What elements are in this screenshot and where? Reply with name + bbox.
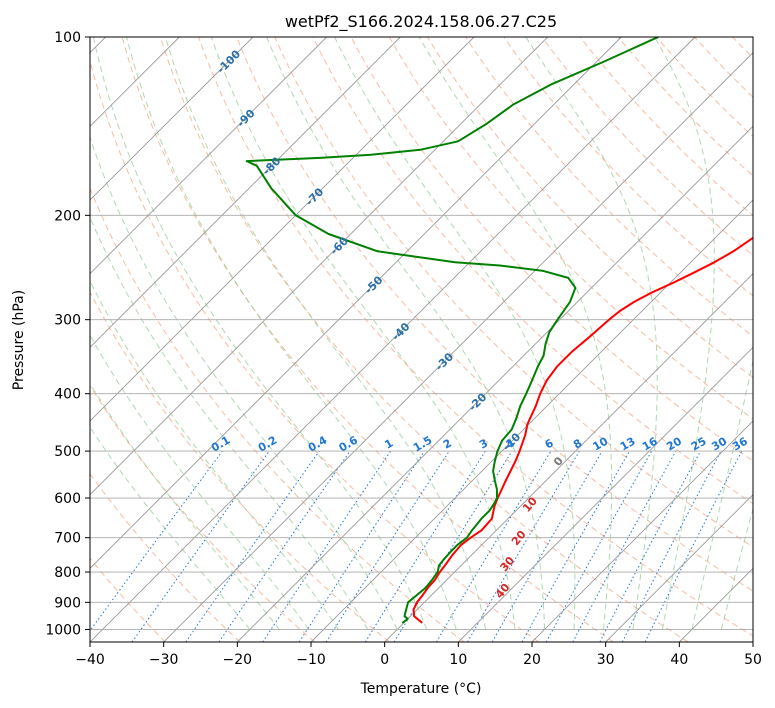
dry-adiabat-line [465,37,753,338]
y-tick-label: 200 [54,208,81,224]
moist-adiabat-line [92,37,428,630]
moist-adiabat-line [90,382,280,630]
dry-adiabat-line [159,37,689,642]
mixing-ratio-line [218,450,351,642]
mixing-ratio-line [393,450,513,642]
mixing-ratio-line [298,450,425,642]
dry-adiabat-line [90,472,241,642]
moist-adiabat-line [126,37,457,630]
isotherm-line [90,37,622,569]
moist-adiabat-line [90,334,310,630]
mixing-ratio-lines [90,450,743,642]
dry-adiabat-line [503,37,753,297]
moist-adiabat-line [334,37,576,630]
plot-frame [89,36,754,643]
x-tick-label: 10 [449,652,467,668]
isotherm-line [237,125,753,642]
moist-adiabat-line [90,135,398,630]
isotherm-line [90,37,401,348]
moist-adiabat-line [90,279,339,630]
x-tick-label: −30 [149,652,179,668]
moist-adiabat-line [720,506,753,630]
isotherms [90,37,753,642]
dry-adiabat-line [350,37,753,462]
isotherm-line [90,37,327,275]
isotherm-line [605,494,753,642]
mixing-ratio-line [90,450,223,632]
y-axis-label: Pressure (hPa) [11,290,27,390]
y-axis-ticks: 100 200 300 400 500 600 700 800 900 1000 [45,30,90,638]
dewpoint-profile [245,37,659,624]
dry-adiabat-line [90,384,316,642]
y-tick-label: 700 [54,531,81,547]
isotherm-line [90,37,548,496]
dry-adiabat-line [90,59,540,642]
plot-area: -100-90-80-70-60-50-40-30-20-10010203040… [90,37,753,642]
x-tick-label: −40 [75,652,105,668]
mixing-ratio-line [262,450,392,642]
mixing-ratio-line [521,450,630,642]
isotherm-line [458,346,753,642]
y-tick-label: 100 [54,30,81,46]
mixing-ratio-line [545,450,653,642]
moist-adiabat-line [210,37,516,630]
isobars [90,37,753,630]
isotherm-line [310,199,753,642]
isotherm-line [90,37,696,642]
x-tick-label: −20 [223,652,253,668]
dry-adiabat-line [312,37,753,505]
moist-adiabat-line [418,37,613,630]
chart-title: wetPf2_S166.2024.158.06.27.C25 [285,12,557,32]
moist-adiabat-line [691,358,753,630]
mixing-ratio-line [572,450,677,642]
mixing-ratio-line [325,450,450,642]
temperature-profile [412,236,753,624]
x-tick-label: 20 [523,652,541,668]
mixing-ratio-line [644,450,743,642]
isotherm-line [163,52,753,642]
dry-adiabat-line [274,37,753,548]
isotherm-line [90,37,475,422]
isotherm-line [384,273,753,642]
y-tick-label: 400 [54,387,81,403]
y-tick-label: 300 [54,313,81,329]
moist-adiabat-line [90,426,251,630]
y-tick-label: 900 [54,595,81,611]
x-axis-ticks: −40 −30 −20 −10 0 10 20 30 40 50 [75,642,762,668]
isotherm-line [531,420,753,642]
mixing-ratio-line [131,450,270,642]
x-tick-label: 0 [380,652,389,668]
moist-adiabat-line [90,215,369,630]
moist-adiabats [90,37,753,630]
moist-adiabat-line [654,37,715,630]
isotherm-line [90,37,254,201]
y-tick-label: 500 [54,444,81,460]
dry-adiabat-line [388,37,753,420]
y-tick-label: 800 [54,565,81,581]
y-tick-label: 1000 [45,622,81,638]
dry-adiabat-line [90,186,465,642]
mixing-ratio-line [185,450,320,642]
y-tick-label: 600 [54,491,81,507]
dry-adiabat-line [426,37,753,379]
moist-adiabat-line [266,37,546,630]
x-tick-label: 40 [670,652,688,668]
moist-adiabat-line [525,37,658,630]
profile-series [245,37,753,624]
x-tick-label: 30 [597,652,615,668]
x-tick-label: 50 [744,652,762,668]
dry-adiabat-line [90,291,390,642]
dry-adiabat-line [236,37,753,592]
x-axis-label: Temperature (°C) [360,681,482,697]
x-tick-label: −10 [296,652,326,668]
moist-adiabat-line [164,37,487,630]
dry-adiabat-line [121,37,614,642]
